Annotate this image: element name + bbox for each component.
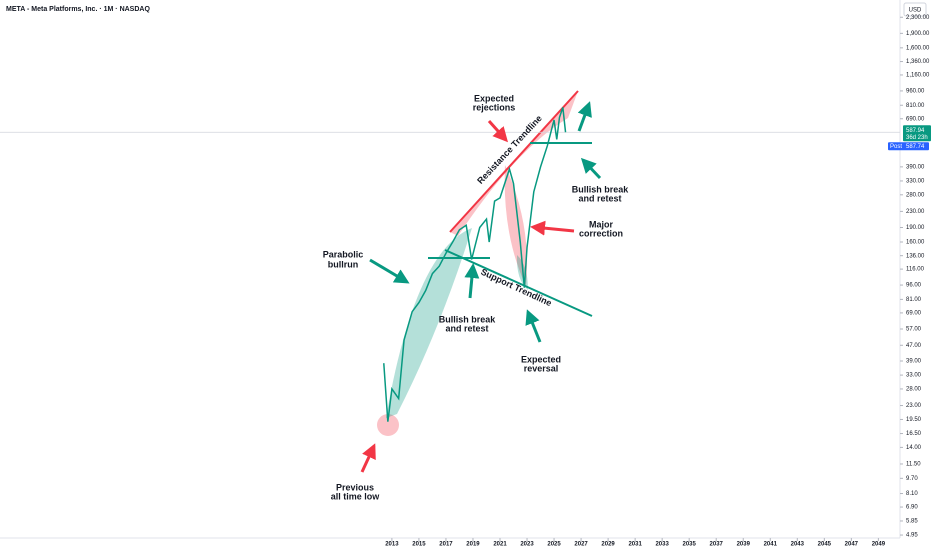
arrow: [487, 119, 509, 143]
y-tick-label: 47.00: [906, 343, 922, 349]
annotation: Parabolic: [323, 249, 364, 259]
arrow: [360, 443, 376, 473]
x-tick-label: 2033: [655, 542, 669, 548]
y-tick-label: 690.00: [906, 116, 925, 122]
y-tick-label: 11.50: [906, 462, 921, 468]
x-tick-label: 2013: [385, 542, 399, 548]
y-tick-label: 960.00: [906, 88, 925, 94]
y-tick-label: 81.00: [906, 297, 922, 303]
currency: USD: [909, 8, 922, 14]
y-tick-label: 33.00: [906, 373, 922, 379]
post-box: [888, 142, 929, 151]
price-line: [383, 107, 567, 422]
last-price-label: 587.94: [906, 128, 925, 134]
y-tick-label: 57.00: [906, 327, 922, 333]
y-tick-label: 1,360.00: [906, 59, 930, 65]
y-tick-label: 1,900.00: [906, 31, 930, 37]
x-tick-label: 2027: [574, 542, 588, 548]
y-tick-label: 8.10: [906, 491, 918, 497]
x-tick-label: 2029: [601, 542, 615, 548]
y-tick-label: 330.00: [906, 179, 925, 185]
post-label: Post: [890, 144, 902, 150]
annotation: all time low: [331, 491, 381, 501]
bullrun-highlight: [386, 228, 472, 418]
resistance-line: [449, 90, 579, 233]
y-tick-label: 16.50: [906, 431, 922, 437]
annotation: Expected: [474, 93, 514, 103]
countdown-label: 36d 23h: [906, 135, 928, 141]
annotation: Major: [589, 219, 614, 229]
annotation: Expected: [521, 354, 561, 364]
x-tick-label: 2023: [520, 542, 534, 548]
y-tick-label: 6.90: [906, 505, 918, 511]
y-tick-label: 69.00: [906, 310, 922, 316]
x-tick-label: 2015: [412, 542, 426, 548]
arrow: [577, 101, 592, 132]
y-tick-label: 39.00: [906, 359, 922, 365]
y-tick-label: 14.00: [906, 445, 922, 451]
annotation: reversal: [524, 363, 559, 373]
x-tick-label: 2017: [439, 542, 453, 548]
arrow: [580, 157, 602, 180]
x-tick-label: 2037: [710, 542, 724, 548]
chart-title: META - Meta Platforms, Inc. · 1M · NASDA…: [6, 6, 150, 13]
annotation: Bullish break: [572, 184, 630, 194]
y-tick-label: 1,600.00: [906, 45, 930, 51]
x-tick-label: 2019: [466, 542, 480, 548]
x-tick-label: 2021: [493, 542, 507, 548]
y-tick-label: 230.00: [906, 209, 925, 215]
last-price-box: [903, 125, 931, 142]
annotation: and retest: [578, 193, 621, 203]
annotation: Bullish break: [439, 314, 497, 324]
y-tick-label: 4.95: [906, 533, 918, 539]
currency-box[interactable]: [903, 2, 927, 17]
y-tick-label: 9.70: [906, 476, 918, 482]
arrow: [525, 309, 542, 343]
annotation: rejections: [473, 102, 516, 112]
x-tick-label: 2039: [737, 542, 751, 548]
y-tick-label: 116.00: [906, 267, 925, 273]
x-tick-label: 2047: [845, 542, 859, 548]
y-tick-label: 28.00: [906, 387, 922, 393]
x-tick-label: 2043: [791, 542, 805, 548]
annotation: and retest: [445, 323, 488, 333]
y-tick-label: 136.00: [906, 253, 925, 259]
support-line: [444, 249, 593, 317]
x-tick-label: 2025: [547, 542, 561, 548]
y-tick-label: 280.00: [906, 192, 925, 198]
y-tick-label: 160.00: [906, 240, 925, 246]
x-tick-label: 2049: [872, 542, 886, 548]
y-tick-label: 390.00: [906, 164, 925, 170]
post-price-label: 587.74: [906, 144, 925, 150]
arrow: [464, 263, 480, 299]
annotation: bullrun: [328, 259, 359, 269]
y-tick-label: 2,300.00: [906, 15, 930, 21]
low-highlight: [377, 414, 399, 436]
y-tick-label: 96.00: [906, 283, 922, 289]
annotation: Previous: [336, 482, 374, 492]
y-tick-label: 1,160.00: [906, 73, 930, 79]
y-tick-label: 5.85: [906, 519, 918, 525]
arrow: [369, 258, 410, 284]
x-tick-label: 2045: [818, 542, 832, 548]
annotation: correction: [579, 228, 623, 238]
x-tick-label: 2035: [683, 542, 697, 548]
y-tick-label: 810.00: [906, 103, 925, 109]
y-tick-label: 23.00: [906, 403, 922, 409]
y-tick-label: 19.50: [906, 417, 922, 423]
y-tick-label: 190.00: [906, 225, 925, 231]
arrow: [530, 220, 575, 236]
x-tick-label: 2031: [628, 542, 642, 548]
x-tick-label: 2041: [764, 542, 778, 548]
